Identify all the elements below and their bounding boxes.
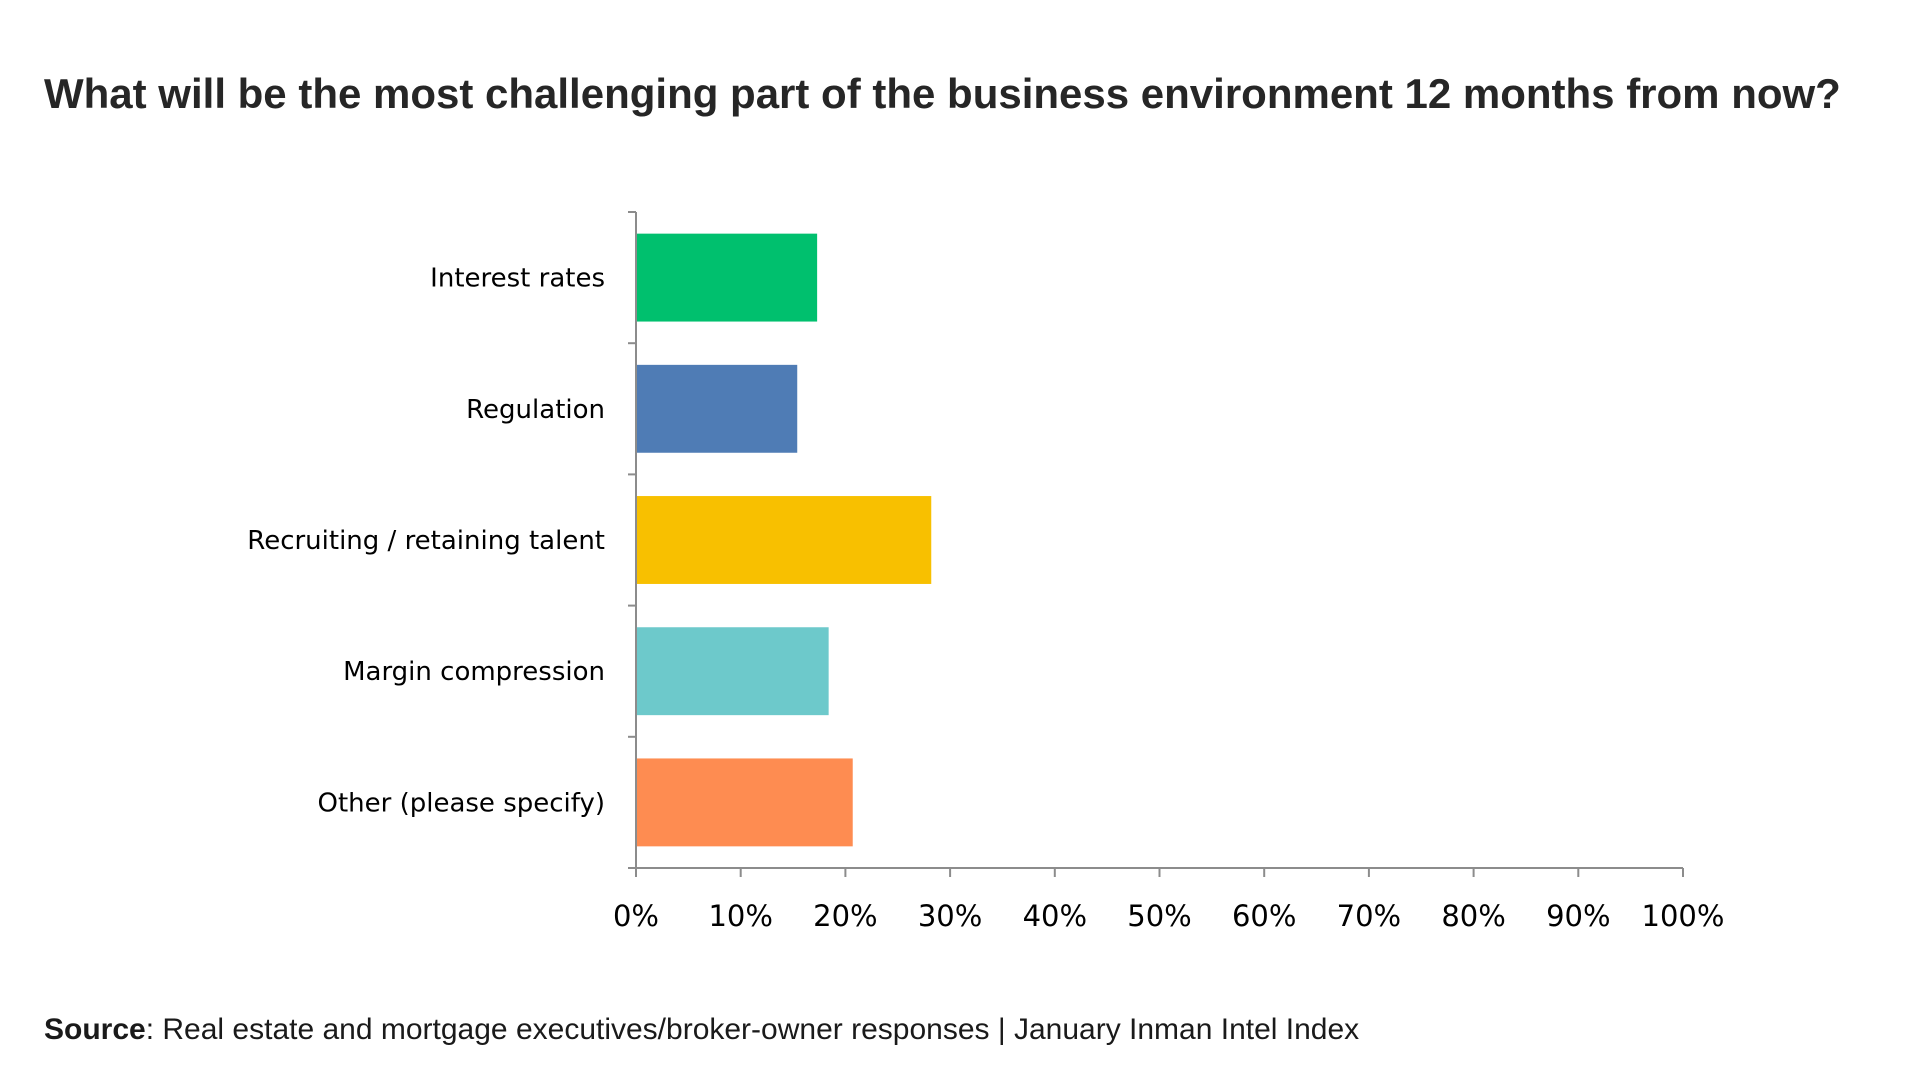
category-labels-group: Interest rates Regulation Recruiting / ret… (247, 264, 605, 819)
x-tick-labels-group: 0% 10% 20% 30% 40% 50% 60% 70% 80% 90% 100% (613, 899, 1724, 933)
x-tick-label: 70% (1337, 899, 1401, 933)
x-tick-label: 0% (613, 899, 659, 933)
x-tick-label: 10% (708, 899, 772, 933)
source-text: : Real estate and mortgage executives/br… (145, 1013, 1360, 1046)
x-tick-label: 60% (1232, 899, 1296, 933)
bar-other-please-specify (636, 758, 853, 847)
bar-margin-compression (636, 627, 829, 716)
category-label: Interest rates (430, 264, 605, 294)
x-tick-label: 30% (918, 899, 982, 933)
x-tick-label: 90% (1546, 899, 1610, 933)
x-tick-label: 100% (1642, 899, 1725, 933)
category-label: Other (please specify) (318, 788, 606, 818)
chart-title: What will be the most challenging part o… (44, 70, 1841, 117)
category-label: Regulation (466, 395, 605, 425)
x-tick-label: 20% (813, 899, 877, 933)
axes-group (628, 211, 1684, 877)
bar-regulation (636, 364, 798, 453)
x-tick-label: 80% (1441, 899, 1505, 933)
source-label: Source (44, 1013, 146, 1046)
bar-recruiting-retaining-talent (636, 496, 932, 584)
category-label: Margin compression (343, 657, 605, 687)
x-tick-label: 50% (1127, 899, 1191, 933)
category-label: Recruiting / retaining talent (247, 526, 605, 556)
bars-group (636, 233, 932, 847)
source-note: Source: Real estate and mortgage executi… (44, 1013, 1359, 1047)
bar-interest-rates (636, 233, 818, 322)
x-tick-label: 40% (1023, 899, 1087, 933)
